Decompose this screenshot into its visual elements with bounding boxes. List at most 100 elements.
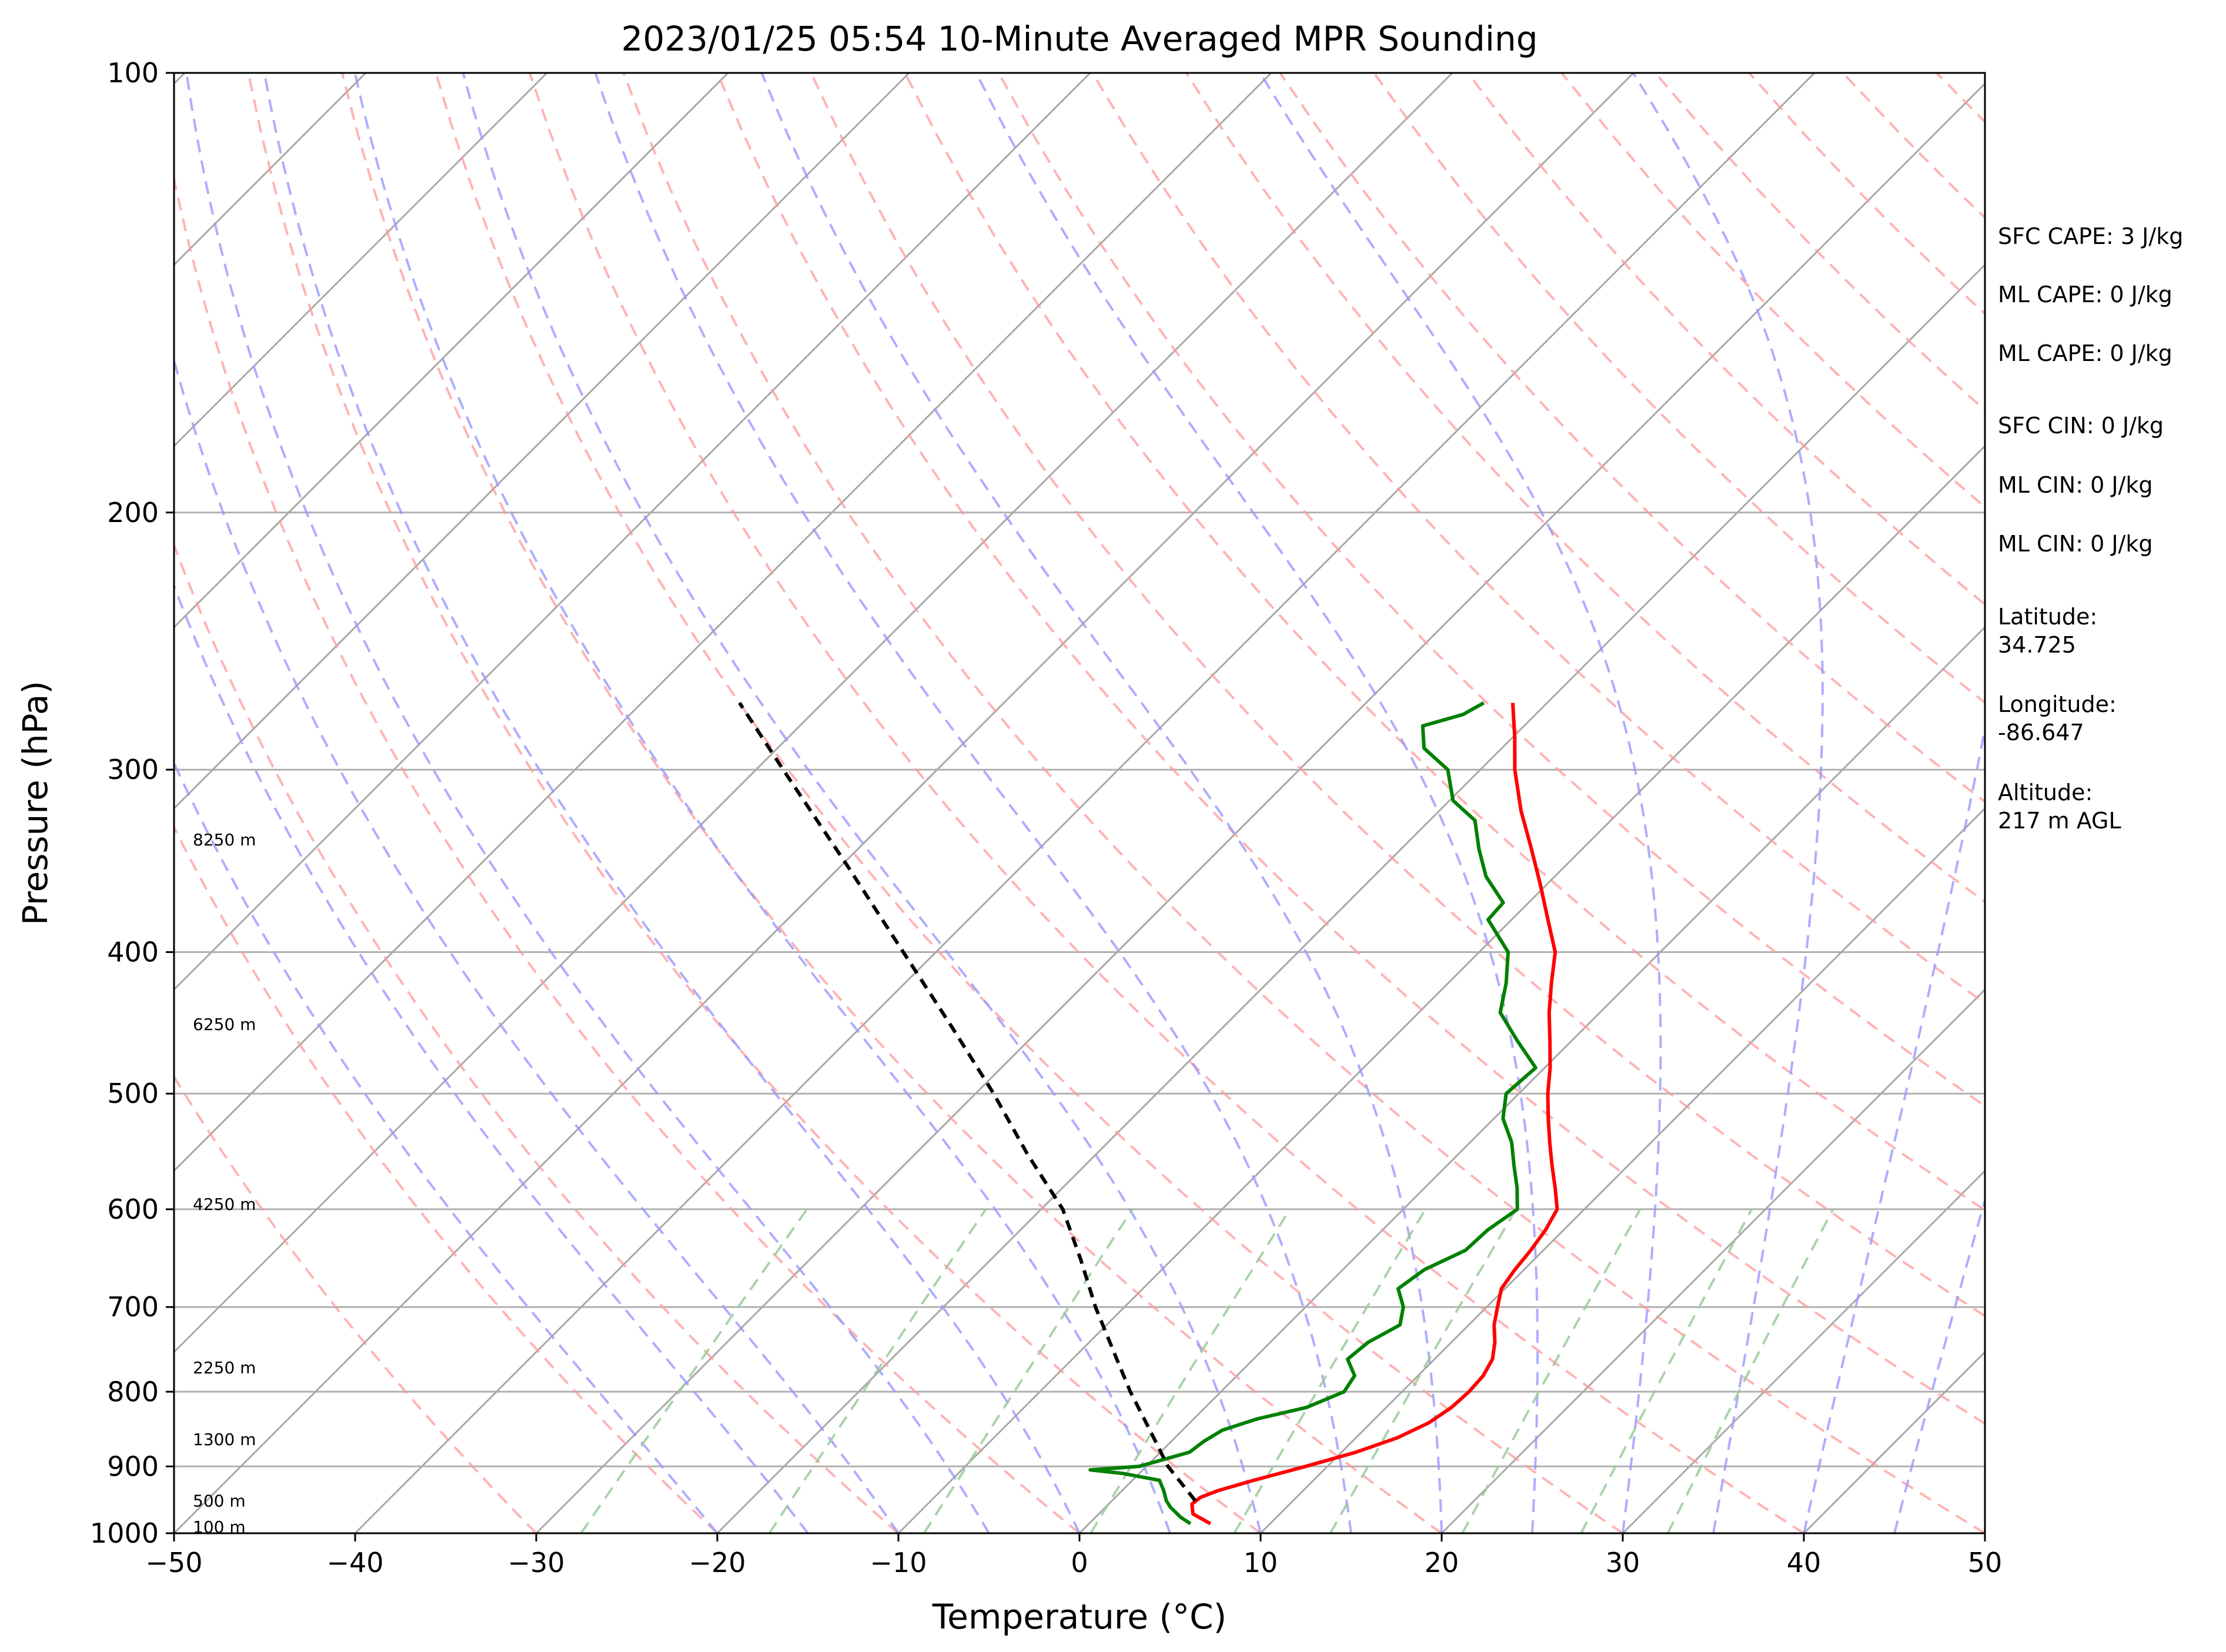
isotherm-gridline: [174, 73, 729, 629]
ml-cin-text: ML CIN: 0 J/kg: [1998, 472, 2153, 498]
y-tick-label: 300: [107, 754, 159, 785]
isotherm-gridline: [354, 73, 1816, 1533]
mixing-ratio-line: [580, 1208, 808, 1533]
ml-cape-text-2: ML CAPE: 0 J/kg: [1998, 340, 2172, 366]
height-labels: 100 m 500 m 1300 m 2250 m 4250 m 6250 m 8250 m: [193, 830, 256, 1537]
height-label: 100 m: [193, 1517, 246, 1537]
longitude-value: -86.647: [1998, 720, 2084, 745]
x-tick-label: −30: [507, 1547, 564, 1579]
dry-adiabat: [622, 73, 1985, 1533]
dry-adiabat: [1185, 73, 1985, 904]
altitude-value: 217 m AGL: [1998, 808, 2121, 834]
x-tick-label: 20: [1425, 1547, 1459, 1579]
height-label: 2250 m: [193, 1358, 256, 1377]
moist-adiabat: [1632, 73, 1824, 1533]
y-tick-label: 900: [107, 1450, 159, 1482]
dry-adiabat: [904, 73, 1985, 1212]
dry-adiabat: [529, 73, 1805, 1533]
dry-adiabat: [340, 73, 1443, 1533]
isotherm-gridline: [1259, 807, 1985, 1533]
y-tick-label: 1000: [90, 1517, 159, 1549]
mixing-ratio-line: [768, 1208, 987, 1533]
y-tick-label: 700: [107, 1291, 159, 1323]
isotherm-gridline: [174, 73, 548, 447]
dry-adiabat: [247, 73, 1262, 1533]
sounding-parameters: SFC CAPE: 3 J/kg ML CAPE: 0 J/kg ML CAPE…: [1998, 223, 2183, 834]
height-label: 4250 m: [193, 1195, 256, 1214]
moist-adiabat: [353, 73, 1171, 1533]
isotherm-gridline: [174, 73, 910, 810]
height-label: 6250 m: [193, 1015, 256, 1034]
longitude-label: Longitude:: [1998, 691, 2117, 717]
dry-adiabat: [997, 73, 1985, 1108]
x-axis: −50 −40 −30 −20 −10 0 10 20 30 40 50: [145, 1533, 2002, 1579]
x-tick-label: −20: [688, 1547, 746, 1579]
height-label: 500 m: [193, 1492, 246, 1511]
x-tick-label: 10: [1244, 1547, 1278, 1579]
mixing-ratio-line: [1089, 1208, 1291, 1533]
ml-cape-text: ML CAPE: 0 J/kg: [1998, 282, 2172, 307]
dry-adiabat: [174, 542, 900, 1533]
y-tick-label: 400: [107, 937, 159, 968]
mixing-ratio-line: [1233, 1208, 1427, 1533]
moist-adiabat: [174, 356, 900, 1533]
plot-area: [174, 73, 1985, 1533]
isotherm-gridline: [716, 263, 1985, 1533]
moist-adiabat: [975, 73, 1539, 1533]
mixing-ratio-line: [1666, 1208, 1834, 1533]
chart-title: 2023/01/25 05:54 10-Minute Averaged MPR …: [621, 19, 1538, 59]
y-tick-label: 800: [107, 1376, 159, 1407]
isotherm-gridline: [1078, 626, 1985, 1533]
sfc-cape-text: SFC CAPE: 3 J/kg: [1998, 223, 2183, 249]
ml-cin-text-2: ML CIN: 0 J/kg: [1998, 531, 2153, 557]
isotherm-gridline: [174, 73, 1635, 1533]
dry-adiabat: [1279, 73, 1985, 804]
moist-adiabat: [174, 583, 809, 1533]
x-tick-label: 50: [1968, 1547, 2003, 1579]
x-tick-label: −10: [870, 1547, 927, 1579]
dry-adiabat: [174, 824, 718, 1533]
moist-adiabat: [263, 73, 1081, 1533]
dewpoint-profile: [1088, 701, 1538, 1526]
mixing-ratio-line: [1461, 1208, 1642, 1533]
plot-frame: [173, 72, 1986, 1534]
moist-adiabat: [185, 73, 990, 1533]
temperature-profile: [1190, 703, 1559, 1526]
moist-adiabat: [594, 73, 1352, 1533]
x-tick-label: −40: [326, 1547, 383, 1579]
isotherm-gridline: [174, 73, 1272, 1172]
isotherm-gridline: [174, 73, 1091, 991]
isotherm-gridline: [174, 73, 1453, 1353]
moist-adiabat: [760, 73, 1443, 1533]
dry-adiabat: [810, 73, 1985, 1317]
dry-adiabat: [716, 73, 1985, 1425]
isotherm-gridline: [1622, 1169, 1985, 1533]
mixing-ratio-line: [1580, 1208, 1753, 1533]
y-tick-label: 100: [107, 57, 159, 89]
x-axis-label: Temperature (°C): [932, 1597, 1227, 1637]
moist-adiabat: [462, 73, 1262, 1533]
x-tick-label: 40: [1787, 1547, 1821, 1579]
y-tick-label: 200: [107, 497, 159, 529]
isotherm-gridline: [897, 444, 1985, 1533]
moist-adiabat: [174, 760, 718, 1533]
moist-adiabat: [1259, 73, 1662, 1533]
isotherm-gridline: [1440, 988, 1985, 1533]
latitude-value: 34.725: [1998, 632, 2076, 658]
y-tick-label: 500: [107, 1078, 159, 1109]
mixing-ratio-line: [1329, 1208, 1518, 1533]
height-label: 8250 m: [193, 830, 256, 850]
x-tick-label: −50: [145, 1547, 202, 1579]
dry-adiabat: [174, 173, 1081, 1533]
y-tick-label: 600: [107, 1193, 159, 1225]
dry-adiabat: [434, 73, 1624, 1533]
x-tick-label: 30: [1606, 1547, 1640, 1579]
moist-adiabat: [1893, 1196, 1985, 1533]
altitude-label: Altitude:: [1998, 780, 2093, 805]
isotherm-gridline: [535, 82, 1985, 1533]
sfc-cin-text: SFC CIN: 0 J/kg: [1998, 413, 2164, 439]
dry-adiabat: [174, 1074, 537, 1533]
x-tick-label: 0: [1071, 1547, 1088, 1579]
y-axis: 1000 900 800 700 600 500 400 300 200 100: [90, 57, 174, 1549]
